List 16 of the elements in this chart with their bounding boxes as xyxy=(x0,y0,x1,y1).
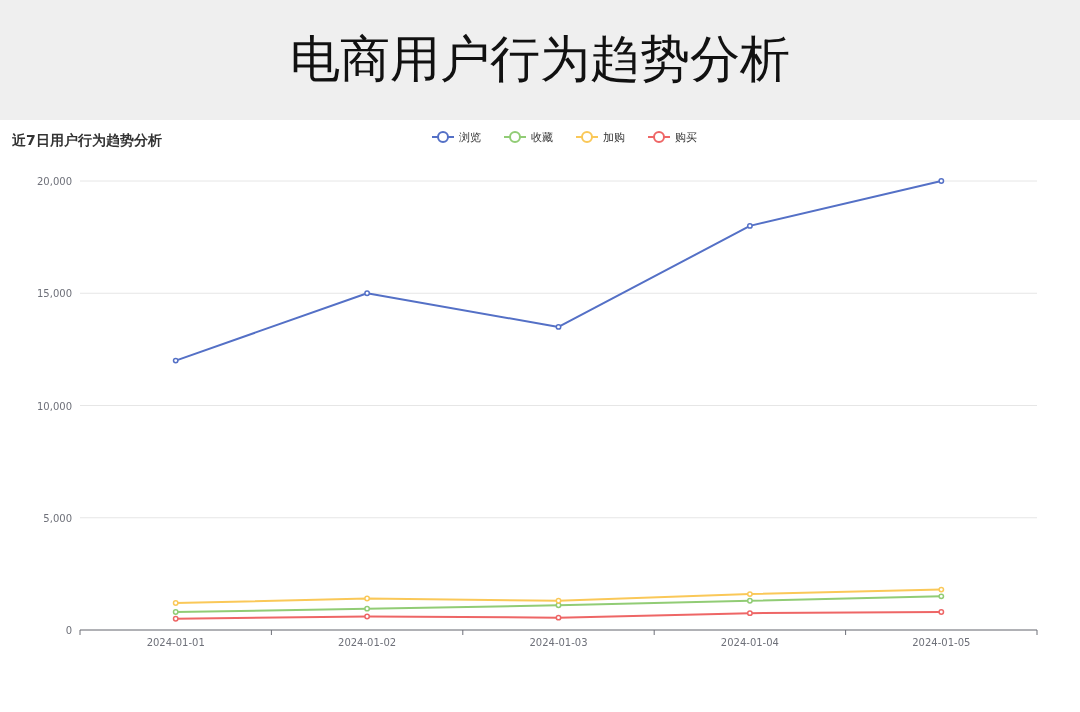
x-tick-label: 2024-01-03 xyxy=(529,637,588,648)
x-tick-label: 2024-01-05 xyxy=(912,637,971,648)
chart-subtitle: 近7日用户行为趋势分析 xyxy=(11,132,162,148)
x-tick-label: 2024-01-04 xyxy=(720,637,779,648)
x-tick-label: 2024-01-01 xyxy=(146,637,205,648)
legend-label: 浏览 xyxy=(459,131,481,144)
y-tick-label: 20,000 xyxy=(37,176,72,187)
legend-label: 收藏 xyxy=(531,131,553,144)
legend-label: 购买 xyxy=(675,131,697,144)
y-tick-label: 5,000 xyxy=(43,512,72,524)
y-tick-label: 0 xyxy=(65,625,72,636)
legend-label: 加购 xyxy=(603,131,625,144)
y-tick-label: 10,000 xyxy=(37,400,72,412)
y-tick-label: 15,000 xyxy=(37,288,72,300)
chart-title: 电商用户行为趋势分析 xyxy=(290,30,790,88)
x-tick-label: 2024-01-02 xyxy=(338,637,397,648)
